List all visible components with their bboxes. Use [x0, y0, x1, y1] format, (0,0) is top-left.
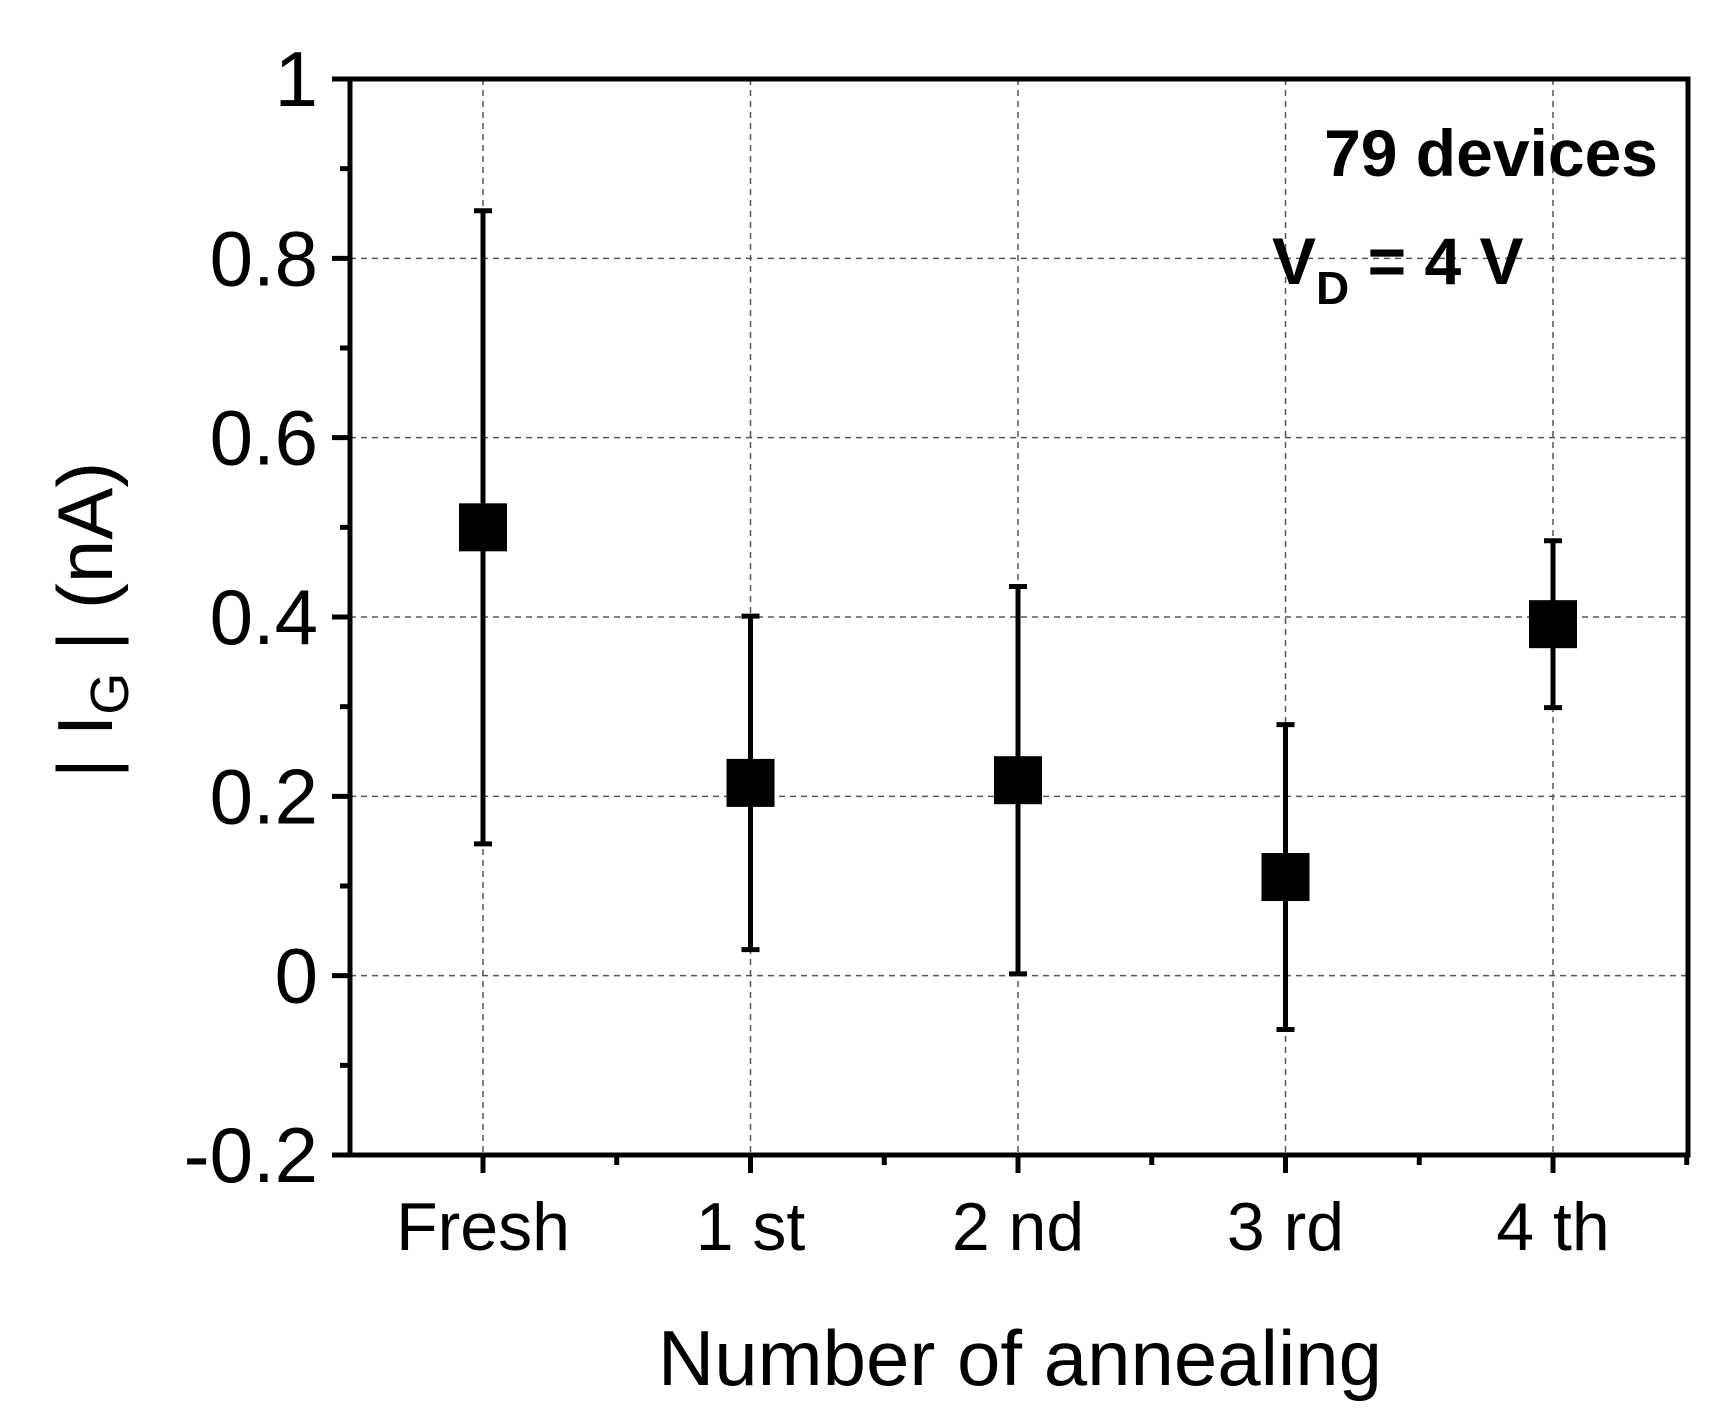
data-point-1-st: [726, 758, 775, 807]
plot-frame: [347, 76, 1691, 1158]
y-tick-label: 0.8: [210, 214, 318, 302]
annotation-device-count: 79 devices: [1324, 116, 1658, 190]
y-axis-title-prefix: | I: [41, 715, 129, 779]
data-point-fresh: [459, 503, 507, 552]
annotation-v-value: = 4 V: [1349, 224, 1523, 298]
data-point-4-th: [1529, 600, 1577, 649]
y-tick-label: 0: [275, 932, 318, 1020]
y-tick-label: -0.2: [184, 1111, 318, 1199]
y-tick-label: 0.4: [210, 573, 318, 661]
y-axis-title-subscript: G: [80, 673, 140, 715]
x-axis-title: Number of annealing: [658, 1314, 1382, 1402]
x-tick-label: 1 st: [696, 1189, 806, 1265]
x-tick-label: 3 rd: [1227, 1189, 1344, 1265]
annotation-v: V: [1272, 224, 1316, 298]
x-tick-label: 4 th: [1496, 1189, 1609, 1265]
annotation-drain-voltage: VD = 4 V: [1272, 224, 1524, 314]
y-tick-labels: -0.2 0 0.2 0.4 0.6 0.8 1: [184, 35, 318, 1199]
y-tick-label: 1: [275, 35, 318, 123]
x-tick-label: Fresh: [396, 1189, 570, 1265]
annotation-v-subscript: D: [1316, 262, 1349, 314]
y-axis-title-suffix: | (nA): [41, 462, 129, 673]
data-point-3-rd: [1261, 853, 1310, 902]
data-marks: [459, 208, 1577, 1032]
x-tick-label: 2 nd: [952, 1189, 1084, 1265]
x-tick-labels: Fresh 1 st 2 nd 3 rd 4 th: [396, 1189, 1610, 1265]
y-tick-label: 0.6: [210, 394, 318, 482]
y-tick-label: 0.2: [210, 752, 318, 840]
data-point-2-nd: [994, 756, 1042, 805]
y-axis-title: | IG | (nA): [41, 462, 140, 779]
